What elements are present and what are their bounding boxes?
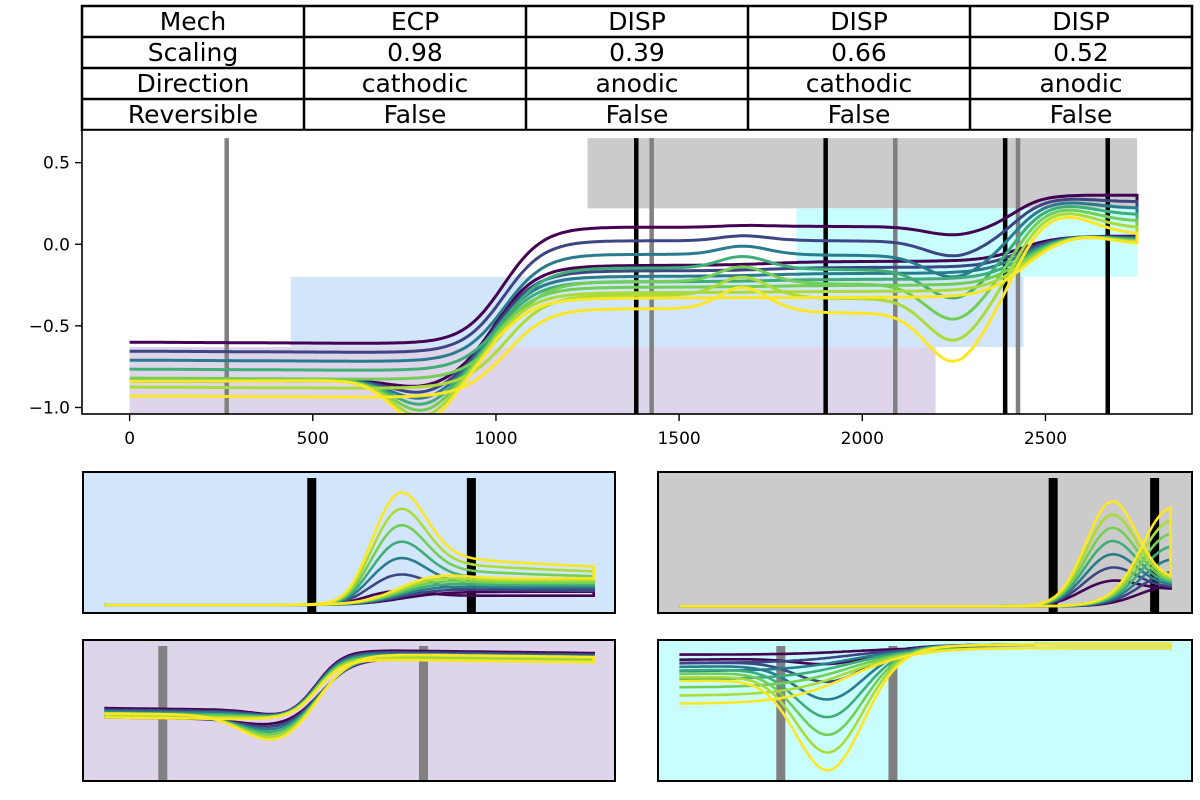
table-cell: 0.66 <box>831 38 887 67</box>
table-cell: cathodic <box>806 69 913 98</box>
inset-gray-series <box>679 500 1172 608</box>
table-cell: False <box>828 100 891 129</box>
inset-purple <box>82 639 616 782</box>
parameter-table: Mech ECP DISP DISP DISP Scaling 0.98 0.3… <box>80 4 1194 132</box>
inset-gray-series-line <box>679 500 1172 608</box>
inset-gray-frame <box>657 471 1193 614</box>
x-tick-label: 2500 <box>1024 429 1067 449</box>
table-cell: False <box>606 100 669 129</box>
table-cell: DISP <box>830 7 888 36</box>
shaded-region-gray <box>587 138 1138 209</box>
x-tick-label: 1000 <box>474 429 517 449</box>
y-tick-label: −0.5 <box>29 317 70 337</box>
inset-cyan-series <box>679 642 1172 772</box>
shaded-regions <box>129 138 1138 414</box>
inset-gray-background <box>658 472 1192 613</box>
table-cell: Direction <box>137 69 250 98</box>
table-cell: anodic <box>1039 69 1122 98</box>
table-cell: False <box>1050 100 1113 129</box>
y-tick-label: 0.0 <box>43 235 70 255</box>
main-plot: 0 500 1000 1500 2000 2500 0.5 0.0 −0.5 −1.0 <box>29 129 1193 449</box>
table-cell: ECP <box>391 7 439 36</box>
table-cell: DISP <box>608 7 666 36</box>
inset-blue <box>82 471 616 614</box>
inset-blue-series-line <box>104 491 596 607</box>
series-group <box>129 193 1139 414</box>
table-cell: 0.52 <box>1053 38 1109 67</box>
table-cell: 0.39 <box>609 38 665 67</box>
table-cell: False <box>384 100 447 129</box>
inset-purple-frame <box>82 639 616 782</box>
inset-blue-frame <box>82 471 616 614</box>
inset-purple-series-line <box>104 653 596 741</box>
table-cell: Mech <box>160 7 227 36</box>
table-cell: DISP <box>1052 7 1110 36</box>
y-axis: 0.5 0.0 −0.5 −1.0 <box>29 154 82 418</box>
table-cell: cathodic <box>362 69 469 98</box>
table-cell: 0.98 <box>387 38 443 67</box>
series-line <box>129 215 1139 414</box>
table-cell: anodic <box>595 69 678 98</box>
x-tick-label: 1500 <box>657 429 700 449</box>
table-cell: Reversible <box>128 100 258 129</box>
y-tick-label: −1.0 <box>29 398 70 418</box>
inset-cyan-frame <box>657 639 1193 782</box>
table-grid <box>82 6 1192 130</box>
inset-blue-series <box>104 491 596 607</box>
x-tick-label: 2000 <box>841 429 884 449</box>
x-tick-label: 500 <box>297 429 329 449</box>
main-plot-area <box>129 138 1139 414</box>
table-cell: Scaling <box>148 38 239 67</box>
table-cells: Mech ECP DISP DISP DISP Scaling 0.98 0.3… <box>128 7 1123 129</box>
x-tick-label: 0 <box>124 429 135 449</box>
inset-cyan <box>657 639 1193 782</box>
y-tick-label: 0.5 <box>43 154 70 174</box>
inset-gray <box>657 471 1193 614</box>
main-plot-frame <box>81 129 1193 415</box>
x-axis: 0 500 1000 1500 2000 2500 <box>124 414 1067 449</box>
inset-cyan-series-line <box>679 642 1172 772</box>
inset-purple-series <box>104 649 596 741</box>
